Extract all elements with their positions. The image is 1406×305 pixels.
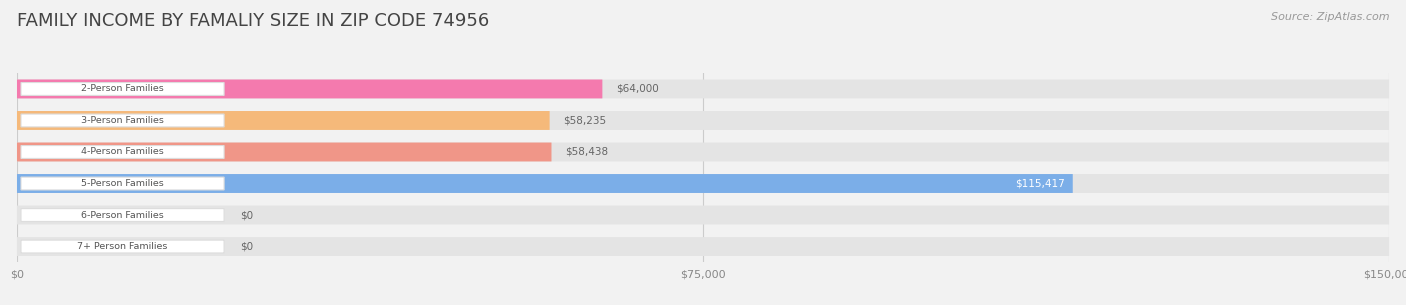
FancyBboxPatch shape <box>17 237 1389 256</box>
FancyBboxPatch shape <box>17 111 1389 130</box>
FancyBboxPatch shape <box>17 174 1389 193</box>
FancyBboxPatch shape <box>21 177 224 190</box>
FancyBboxPatch shape <box>17 142 551 161</box>
Text: $0: $0 <box>240 242 253 252</box>
Text: $58,438: $58,438 <box>565 147 609 157</box>
FancyBboxPatch shape <box>21 209 224 221</box>
Text: 7+ Person Families: 7+ Person Families <box>77 242 167 251</box>
FancyBboxPatch shape <box>17 80 602 99</box>
FancyBboxPatch shape <box>17 174 1073 193</box>
FancyBboxPatch shape <box>17 206 1389 224</box>
Text: $115,417: $115,417 <box>1015 178 1064 188</box>
Text: $64,000: $64,000 <box>616 84 659 94</box>
FancyBboxPatch shape <box>21 240 224 253</box>
Text: 6-Person Families: 6-Person Families <box>82 210 165 220</box>
FancyBboxPatch shape <box>17 111 550 130</box>
Text: $0: $0 <box>240 210 253 220</box>
Text: Source: ZipAtlas.com: Source: ZipAtlas.com <box>1271 12 1389 22</box>
FancyBboxPatch shape <box>21 83 224 95</box>
FancyBboxPatch shape <box>21 114 224 127</box>
FancyBboxPatch shape <box>17 142 1389 161</box>
Text: FAMILY INCOME BY FAMALIY SIZE IN ZIP CODE 74956: FAMILY INCOME BY FAMALIY SIZE IN ZIP COD… <box>17 12 489 30</box>
Text: 5-Person Families: 5-Person Families <box>82 179 165 188</box>
Text: 3-Person Families: 3-Person Families <box>82 116 165 125</box>
Text: 4-Person Families: 4-Person Families <box>82 148 165 156</box>
FancyBboxPatch shape <box>21 145 224 158</box>
Text: 2-Person Families: 2-Person Families <box>82 84 165 93</box>
FancyBboxPatch shape <box>17 80 1389 99</box>
Text: $58,235: $58,235 <box>564 116 606 125</box>
